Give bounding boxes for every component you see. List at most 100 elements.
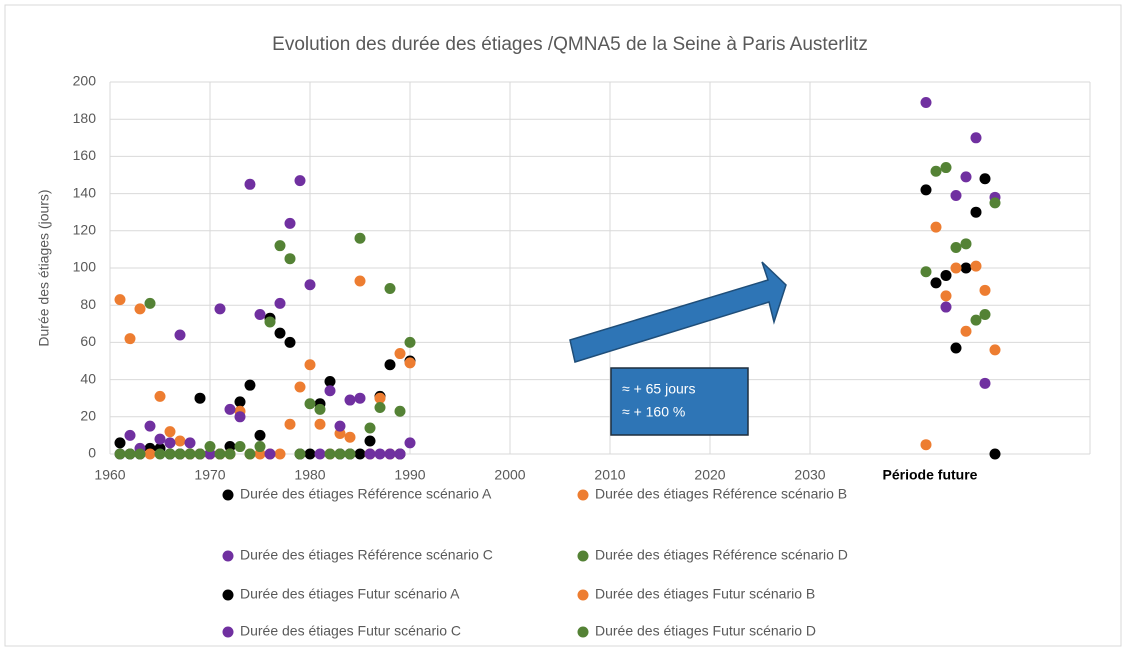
x-tick-label: 2020 bbox=[694, 467, 725, 483]
data-point bbox=[144, 420, 156, 432]
x-tick-label: 1960 bbox=[94, 467, 125, 483]
data-point bbox=[950, 342, 962, 354]
data-point bbox=[950, 262, 962, 274]
data-point bbox=[114, 448, 126, 460]
data-point bbox=[164, 437, 176, 449]
data-point bbox=[164, 448, 176, 460]
x-tick-label: 2010 bbox=[594, 467, 625, 483]
legend-label: Durée des étiages Futur scénario A bbox=[240, 586, 460, 602]
x-tick-label: 2000 bbox=[494, 467, 525, 483]
legend-label: Durée des étiages Futur scénario D bbox=[595, 623, 816, 639]
legend-label: Durée des étiages Futur scénario C bbox=[240, 623, 461, 639]
data-point bbox=[174, 329, 186, 341]
data-point bbox=[154, 433, 166, 445]
y-tick-label: 180 bbox=[73, 110, 97, 126]
data-point bbox=[354, 232, 366, 244]
data-point bbox=[364, 448, 376, 460]
y-tick-label: 100 bbox=[73, 259, 97, 275]
legend-marker bbox=[222, 489, 234, 501]
legend-marker bbox=[222, 589, 234, 601]
data-point bbox=[920, 439, 932, 451]
data-point bbox=[920, 96, 932, 108]
data-point bbox=[404, 357, 416, 369]
legend-label: Durée des étiages Référence scénario D bbox=[595, 547, 848, 563]
y-tick-label: 0 bbox=[88, 445, 96, 461]
legend-marker bbox=[222, 550, 234, 562]
data-point bbox=[234, 396, 246, 408]
data-point bbox=[960, 262, 972, 274]
data-point bbox=[304, 448, 316, 460]
data-point bbox=[214, 303, 226, 315]
data-point bbox=[930, 221, 942, 233]
data-point bbox=[194, 448, 206, 460]
data-point bbox=[254, 309, 266, 320]
annotation: ≈ + 160 % bbox=[622, 404, 685, 420]
data-point bbox=[254, 429, 266, 441]
y-tick-label: 60 bbox=[80, 333, 96, 349]
y-tick-label: 20 bbox=[80, 408, 96, 424]
data-point bbox=[940, 162, 952, 174]
data-point bbox=[324, 375, 336, 387]
legend-marker bbox=[222, 626, 234, 638]
data-point bbox=[344, 394, 356, 406]
data-point bbox=[244, 448, 256, 460]
data-point bbox=[940, 290, 952, 302]
data-point bbox=[154, 390, 166, 402]
data-point bbox=[284, 217, 296, 229]
data-point bbox=[404, 336, 416, 348]
data-point bbox=[970, 260, 982, 272]
data-point bbox=[970, 132, 982, 144]
legend-marker bbox=[577, 489, 589, 501]
data-point bbox=[254, 441, 266, 453]
x-tick-label: 2030 bbox=[794, 467, 825, 483]
x-tick-label: Période future bbox=[883, 467, 978, 483]
data-point bbox=[364, 435, 376, 447]
data-point bbox=[979, 309, 991, 320]
data-point bbox=[324, 385, 336, 397]
data-point bbox=[174, 448, 186, 460]
data-point bbox=[274, 240, 286, 252]
data-point bbox=[384, 282, 396, 294]
data-point bbox=[940, 269, 952, 281]
data-point bbox=[374, 448, 386, 460]
data-point bbox=[274, 297, 286, 309]
data-point bbox=[294, 175, 306, 187]
legend-label: Durée des étiages Futur scénario B bbox=[595, 586, 815, 602]
data-point bbox=[334, 448, 346, 460]
data-point bbox=[930, 277, 942, 289]
data-point bbox=[184, 448, 196, 460]
y-axis-label: Durée des étiages (jours) bbox=[36, 189, 52, 346]
data-point bbox=[314, 448, 326, 460]
data-point bbox=[224, 448, 236, 460]
data-point bbox=[314, 403, 326, 415]
y-tick-label: 140 bbox=[73, 184, 97, 200]
chart-title: Evolution des durée des étiages /QMNA5 d… bbox=[272, 34, 868, 55]
y-tick-label: 120 bbox=[73, 222, 97, 238]
data-point bbox=[304, 359, 316, 371]
data-point bbox=[989, 448, 1001, 460]
data-point bbox=[304, 279, 316, 291]
data-point bbox=[274, 327, 286, 339]
data-point bbox=[234, 441, 246, 453]
data-point bbox=[950, 189, 962, 201]
data-point bbox=[274, 448, 286, 460]
data-point bbox=[394, 348, 406, 360]
data-point bbox=[134, 303, 146, 315]
legend: Durée des étiages Référence scénario A Du… bbox=[222, 486, 848, 639]
data-point bbox=[124, 448, 136, 460]
y-tick-label: 160 bbox=[73, 147, 97, 163]
data-point bbox=[344, 431, 356, 443]
data-point bbox=[960, 325, 972, 337]
legend-label: Durée des étiages Référence scénario B bbox=[595, 486, 847, 502]
data-point bbox=[234, 411, 246, 423]
x-tick-label: 1980 bbox=[294, 467, 325, 483]
data-point bbox=[174, 435, 186, 447]
data-point bbox=[224, 403, 236, 415]
data-point bbox=[284, 418, 296, 430]
data-point bbox=[970, 206, 982, 218]
data-point bbox=[284, 336, 296, 348]
annotation: ≈ + 65 jours bbox=[622, 381, 695, 397]
chart-frame bbox=[4, 4, 1122, 647]
data-point bbox=[374, 402, 386, 413]
